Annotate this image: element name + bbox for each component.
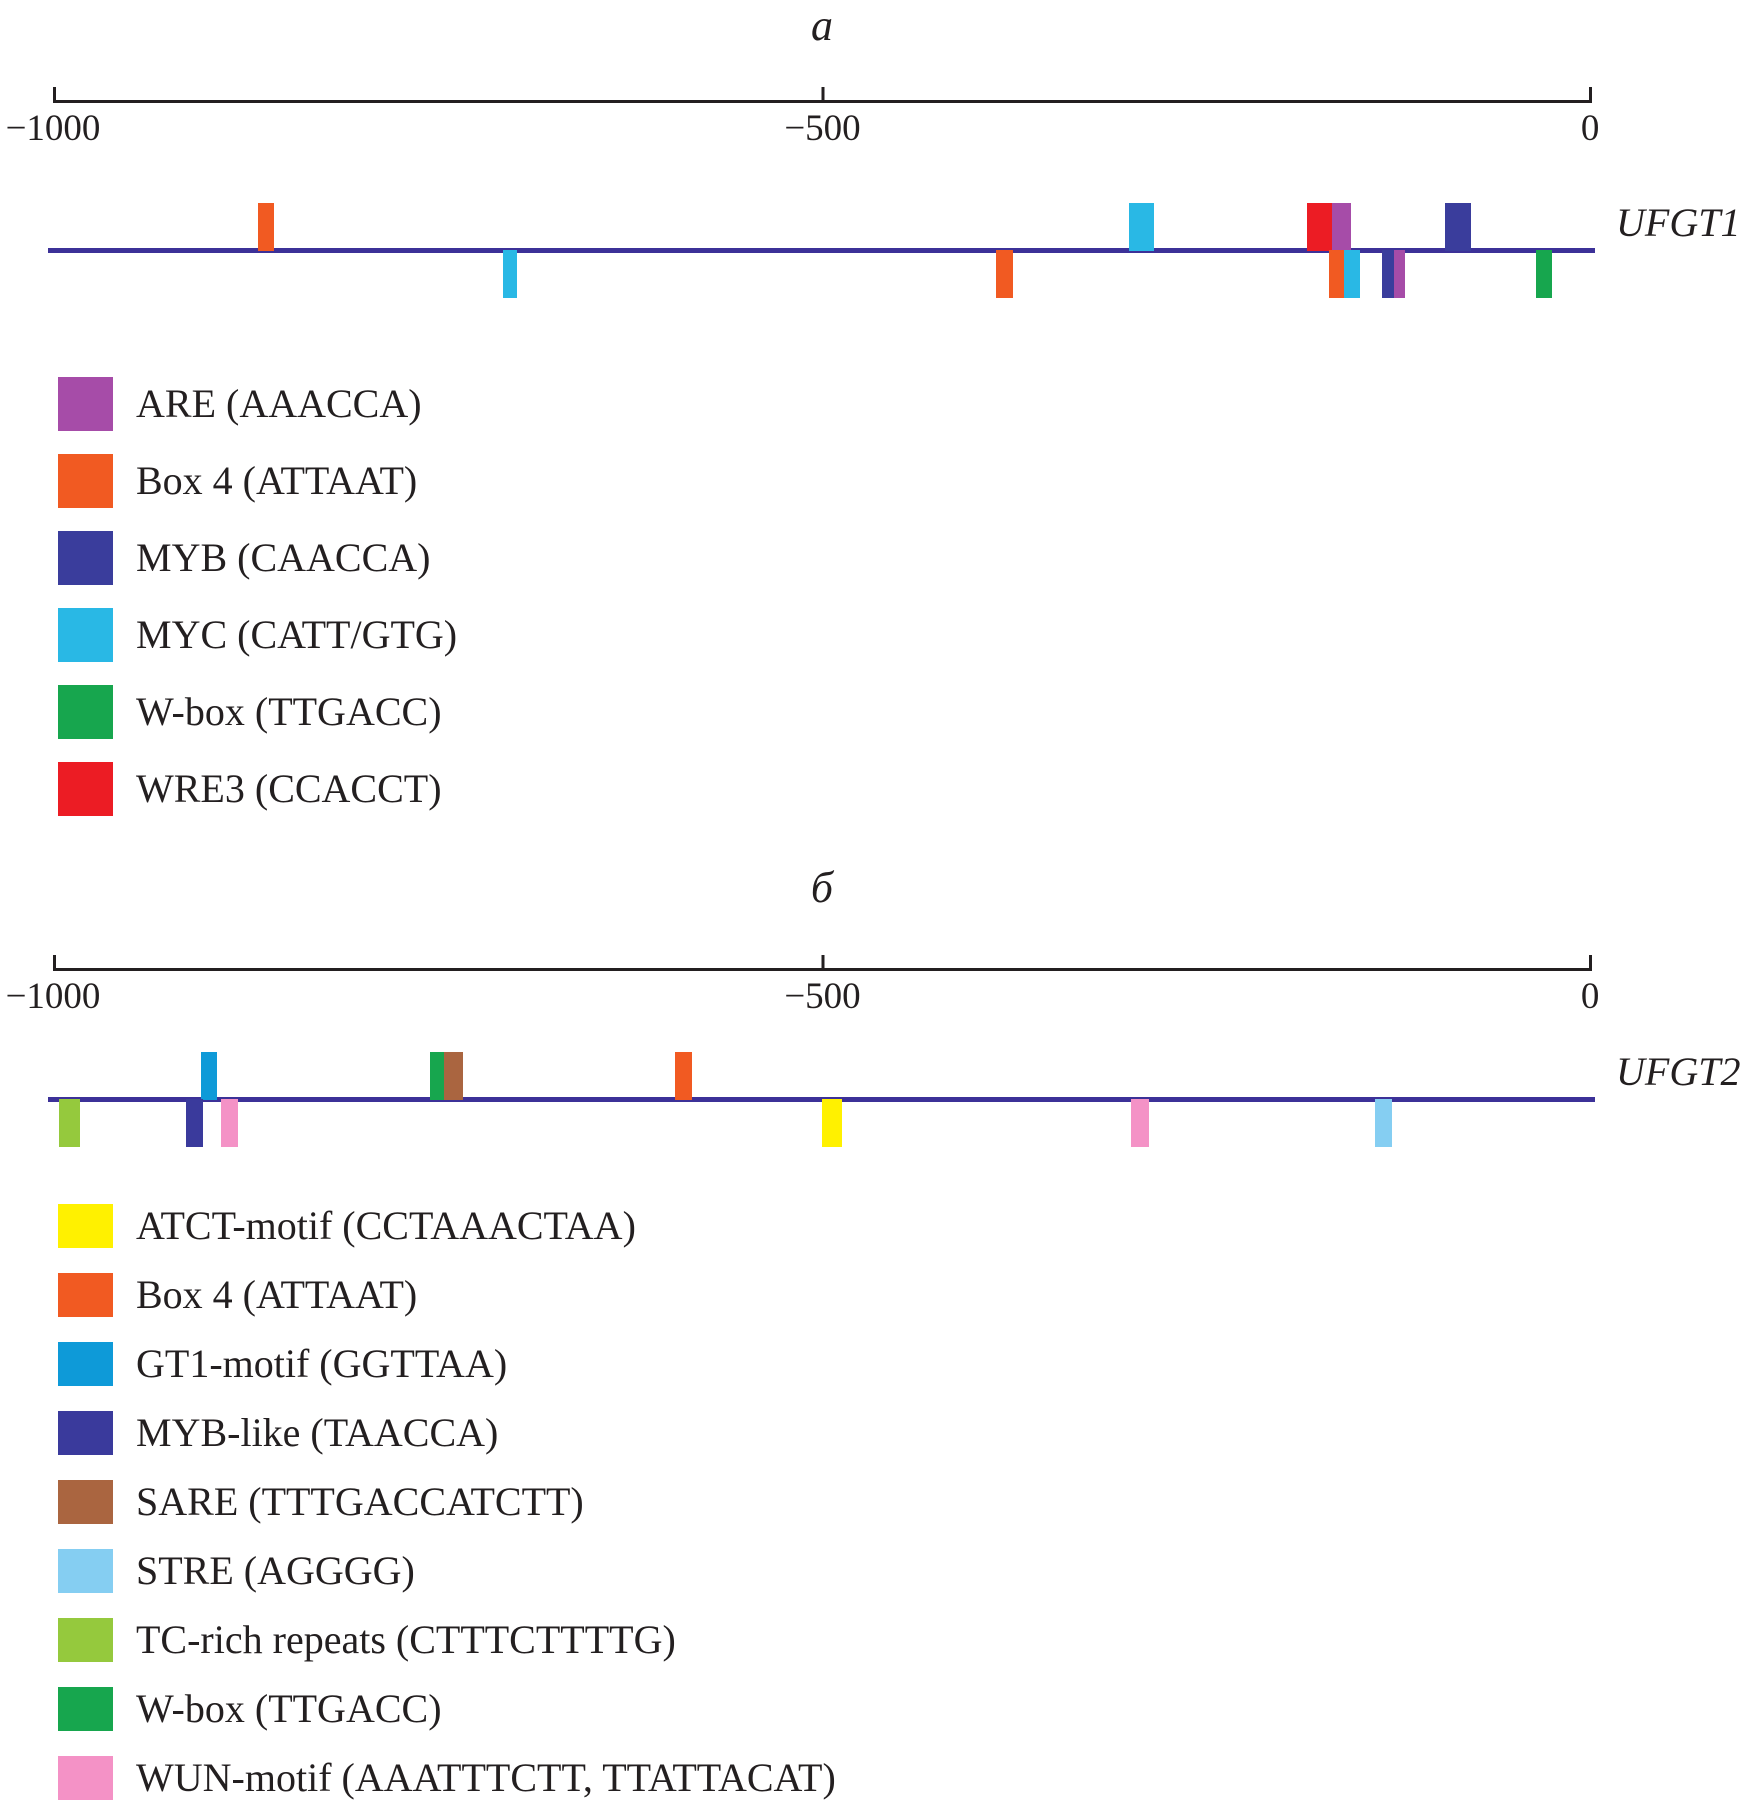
legend-label: Box 4 (ATTAAT) [136,1272,418,1317]
legend-swatch [58,1342,113,1386]
legend-swatch [58,1480,113,1524]
axis-tick-label: 0 [1580,976,1600,1017]
legend-swatch [58,1549,113,1593]
legend-label: W-box (TTGACC) [136,689,442,734]
legend-label: MYB (CAACCA) [136,535,431,580]
legend-swatch [58,531,113,585]
legend-item: MYB-like (TAACCA) [58,1411,836,1455]
legend-item: WRE3 (CCACCT) [58,762,457,816]
motif-box-box4 [996,250,1014,298]
legend-item: Box 4 (ATTAAT) [58,454,457,508]
legend-label: Box 4 (ATTAAT) [136,458,418,503]
legend-item: ATCT-motif (CCTAAACTAA) [58,1204,836,1248]
motif-box-wun [221,1099,239,1147]
legend-label: TC-rich repeats (CTTTCTTTTG) [136,1617,676,1662]
axis-tick [1589,87,1592,103]
panel-a-axis-labels: −1000 −500 0 [6,108,1600,150]
axis-tick [53,87,56,103]
motif-box-w-box [430,1052,445,1100]
axis-tick-label: −1000 [5,108,101,149]
panel-a-legend: ARE (AAACCA) Box 4 (ATTAAT) MYB (CAACCA) MY… [58,377,457,839]
legend-swatch [58,454,113,508]
panel-b-gene-label: UFGT2 [1616,1049,1741,1094]
axis-bar [53,100,1592,103]
legend-item: SARE (TTTGACCATCTT) [58,1480,836,1524]
motif-box-gt1 [201,1052,217,1100]
motif-box-stre [1375,1099,1393,1147]
motif-box-sare [444,1052,463,1100]
legend-swatch [58,377,113,431]
motif-box-box4 [258,203,274,251]
legend-item: ARE (AAACCA) [58,377,457,431]
legend-label: GT1-motif (GGTTAA) [136,1341,508,1386]
legend-swatch [58,1204,113,1248]
axis-tick [53,955,56,971]
legend-swatch [58,1687,113,1731]
motif-box-are [1393,250,1405,298]
legend-item: Box 4 (ATTAAT) [58,1273,836,1317]
legend-label: MYB-like (TAACCA) [136,1410,499,1455]
panel-b-gene-line [48,1052,1595,1147]
motif-box-box4 [674,1052,692,1100]
panel-b-axis-labels: −1000 −500 0 [6,976,1600,1018]
axis-tick [821,955,824,971]
motif-box-tc-rich [58,1099,81,1147]
axis-tick [1589,955,1592,971]
legend-item: WUN-motif (AAATTTCTT, TTATTACAT) [58,1756,836,1800]
legend-item: W-box (TTGACC) [58,685,457,739]
motif-box-myc [1129,203,1155,251]
legend-label: ARE (AAACCA) [136,381,422,426]
motif-box-wre3 [1307,203,1332,251]
axis-tick-label: −500 [784,108,861,149]
legend-item: MYC (CATT/GTG) [58,608,457,662]
panel-a-gene-line [48,203,1595,298]
axis-tick-label: −1000 [5,976,101,1017]
motif-box-wun [1130,1099,1150,1147]
legend-swatch [58,608,113,662]
motif-box-w-box [1536,250,1552,298]
motif-box-are [1332,203,1351,251]
legend-item: STRE (AGGGG) [58,1549,836,1593]
legend-label: W-box (TTGACC) [136,1686,442,1731]
legend-swatch [58,1273,113,1317]
legend-swatch [58,762,113,816]
legend-item: GT1-motif (GGTTAA) [58,1342,836,1386]
legend-item: TC-rich repeats (CTTTCTTTTG) [58,1618,836,1662]
motif-box-myc [1344,250,1360,298]
legend-label: MYC (CATT/GTG) [136,612,458,657]
motif-box-box4 [1328,250,1345,298]
panel-a-axis-ruler [53,87,1592,103]
legend-label: WRE3 (CCACCT) [136,766,442,811]
panel-b-title: б [810,863,834,912]
panel-a-gene-label: UFGT1 [1616,200,1741,245]
legend-item: MYB (CAACCA) [58,531,457,585]
legend-label: SARE (TTTGACCATCTT) [136,1479,584,1524]
axis-tick-label: −500 [784,976,861,1017]
motif-box-myb-like [185,1099,203,1147]
legend-swatch [58,1618,113,1662]
panel-b-axis-ruler [53,955,1592,971]
axis-tick-label: 0 [1580,108,1600,149]
legend-swatch [58,1411,113,1455]
legend-swatch [58,1756,113,1800]
legend-item: W-box (TTGACC) [58,1687,836,1731]
axis-bar [53,968,1592,971]
panel-b-legend: ATCT-motif (CCTAAACTAA) Box 4 (ATTAAT) GT1… [58,1204,836,1816]
motif-box-atct [821,1099,842,1147]
motif-box-myb [1444,203,1472,251]
legend-label: WUN-motif (AAATTTCTT, TTATTACAT) [136,1755,836,1800]
legend-label: STRE (AGGGG) [136,1548,415,1593]
legend-swatch [58,685,113,739]
legend-label: ATCT-motif (CCTAAACTAA) [136,1203,636,1248]
motif-box-myc [502,250,517,298]
panel-a-title: a [811,1,833,50]
axis-tick [821,87,824,103]
